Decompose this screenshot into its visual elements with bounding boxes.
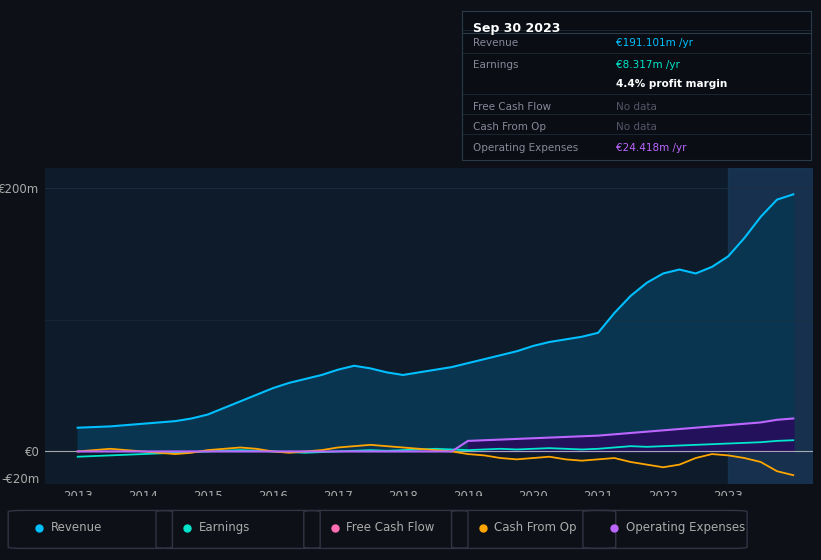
Text: €191.101m /yr: €191.101m /yr: [616, 38, 693, 48]
Text: Earnings: Earnings: [199, 521, 250, 534]
Text: No data: No data: [616, 123, 657, 133]
Text: Sep 30 2023: Sep 30 2023: [473, 22, 560, 35]
Text: Revenue: Revenue: [473, 38, 518, 48]
Text: €24.418m /yr: €24.418m /yr: [616, 143, 686, 153]
Text: 4.4% profit margin: 4.4% profit margin: [616, 80, 727, 90]
Text: Operating Expenses: Operating Expenses: [473, 143, 578, 153]
Text: Operating Expenses: Operating Expenses: [626, 521, 745, 534]
Text: Revenue: Revenue: [51, 521, 103, 534]
Text: Earnings: Earnings: [473, 60, 518, 70]
Text: Free Cash Flow: Free Cash Flow: [473, 102, 551, 112]
Bar: [728, 168, 813, 484]
Text: Cash From Op: Cash From Op: [473, 123, 546, 133]
Text: No data: No data: [616, 102, 657, 112]
Text: Cash From Op: Cash From Op: [494, 521, 576, 534]
Text: Free Cash Flow: Free Cash Flow: [346, 521, 435, 534]
Text: €8.317m /yr: €8.317m /yr: [616, 60, 680, 70]
